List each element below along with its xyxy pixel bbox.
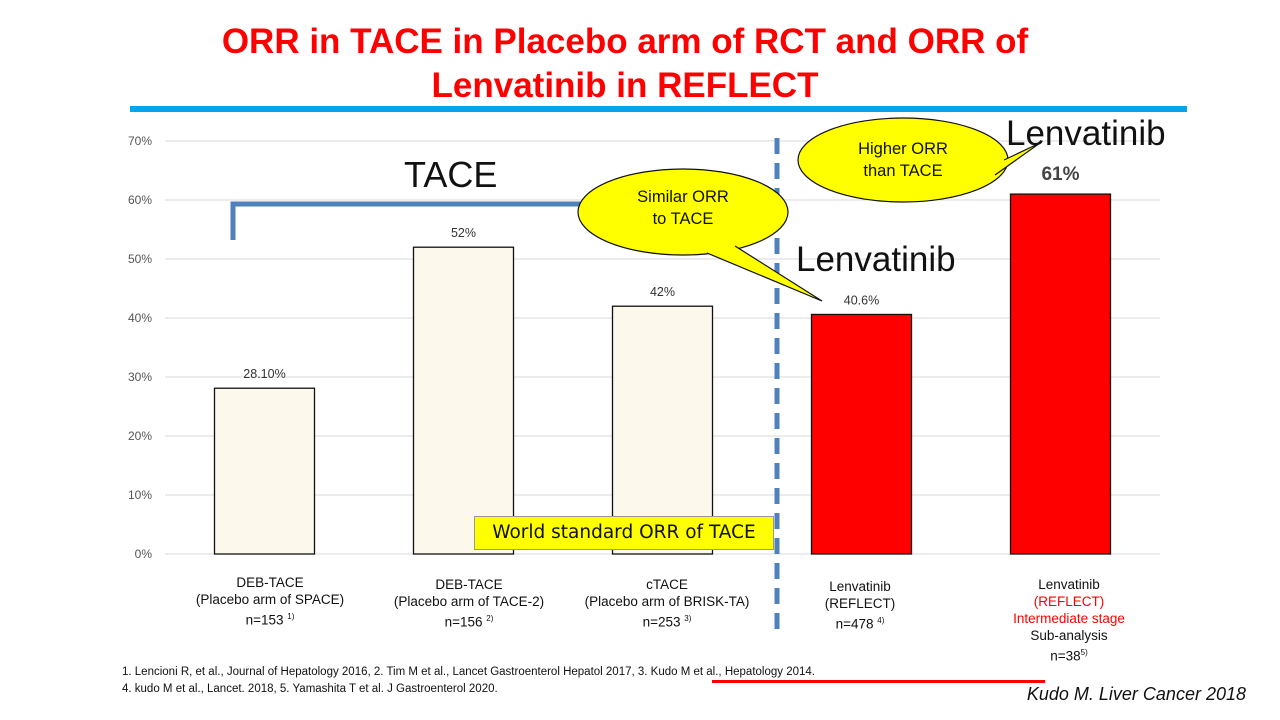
data-label: 61% bbox=[1041, 164, 1079, 185]
x-label-line: n=153 1) bbox=[170, 608, 370, 629]
x-label-ref: 3) bbox=[684, 614, 692, 623]
x-label-ref: 1) bbox=[287, 612, 295, 621]
data-label: 40.6% bbox=[844, 293, 879, 307]
y-tick-label: 0% bbox=[135, 547, 153, 561]
x-label-line: DEB-TACE bbox=[435, 577, 503, 592]
x-label-line: n=156 2) bbox=[369, 610, 569, 631]
x-label-deb-tace-tace2: DEB-TACE (Placebo arm of TACE-2) n=156 2… bbox=[369, 576, 569, 631]
x-label-ref: 4) bbox=[877, 616, 885, 625]
x-label-line: cTACE bbox=[646, 577, 688, 592]
y-tick-label: 30% bbox=[128, 370, 152, 384]
x-label-line: n=478 4) bbox=[760, 612, 960, 633]
title-line-2: Lenvatinib in REFLECT bbox=[431, 66, 819, 105]
callout-higher-tail bbox=[994, 142, 1041, 176]
data-labels: 28.10% 52% 42% 40.6% 61% bbox=[243, 164, 1079, 381]
y-tick-label: 70% bbox=[128, 134, 152, 148]
callout-similar-line-2: to TACE bbox=[652, 210, 714, 228]
x-label-line: Intermediate stage bbox=[1013, 611, 1125, 626]
reference-line-1: 1. Lencioni R, et al., Journal of Hepato… bbox=[122, 664, 815, 681]
tace-group-label: TACE bbox=[404, 154, 498, 195]
x-label-ref: 2) bbox=[486, 614, 494, 623]
y-tick-label: 60% bbox=[128, 193, 152, 207]
callout-similar-text: Similar ORR to TACE bbox=[600, 186, 766, 230]
x-label-n: n=156 bbox=[444, 614, 483, 630]
callout-higher-line-2: than TACE bbox=[863, 162, 943, 180]
x-label-line: Sub-analysis bbox=[1030, 628, 1108, 643]
y-tick-label: 50% bbox=[128, 252, 152, 266]
y-tick-label: 40% bbox=[128, 311, 152, 325]
reference-line-2: 4. kudo M et al., Lancet. 2018, 5. Yamas… bbox=[122, 683, 498, 695]
x-label-line: n=385) bbox=[969, 644, 1169, 665]
y-tick-label: 10% bbox=[128, 488, 152, 502]
x-label-lenvatinib-reflect: Lenvatinib (REFLECT) n=478 4) bbox=[760, 578, 960, 633]
x-label-line: Lenvatinib bbox=[1038, 577, 1100, 592]
callout-higher-line-1: Higher ORR bbox=[858, 140, 948, 158]
data-label: 52% bbox=[451, 226, 476, 240]
x-label-ref: 5) bbox=[1080, 648, 1088, 657]
tace-bracket bbox=[230, 201, 640, 240]
x-label-line: (Placebo arm of TACE-2) bbox=[393, 594, 545, 609]
bar bbox=[1009, 193, 1112, 555]
x-label-ctace-brisk: cTACE (Placebo arm of BRISK-TA) n=253 3) bbox=[567, 576, 767, 631]
y-axis-ticks: 0% 10% 20% 30% 40% 50% 60% 70% bbox=[128, 134, 152, 561]
source-citation: Kudo M. Liver Cancer 2018 bbox=[1026, 684, 1246, 704]
x-label-line: (REFLECT) bbox=[1033, 594, 1105, 609]
x-label-lenvatinib-intermediate: Lenvatinib (REFLECT) Intermediate stage … bbox=[969, 576, 1169, 665]
x-label-n: n=153 bbox=[245, 612, 284, 628]
x-label-deb-tace-space: DEB-TACE (Placebo arm of SPACE) n=153 1) bbox=[170, 574, 370, 629]
x-label-line: Lenvatinib bbox=[829, 579, 891, 594]
bar bbox=[412, 246, 515, 555]
x-label-n: n=38 bbox=[1050, 648, 1081, 664]
reference-text: 1. Lencioni R, et al., Journal of Hepato… bbox=[122, 666, 638, 678]
lenvatinib-label-2: Lenvatinib bbox=[1006, 114, 1166, 153]
y-tick-label: 20% bbox=[128, 429, 152, 443]
x-label-n: n=478 bbox=[835, 616, 874, 632]
bar bbox=[213, 387, 316, 555]
callout-higher-text: Higher ORR than TACE bbox=[820, 138, 986, 182]
reference-text-highlighted: 3. Kudo M et al., Hepatology 2014. bbox=[637, 666, 815, 678]
x-label-line: (REFLECT) bbox=[824, 596, 896, 611]
reference-underline bbox=[712, 680, 1045, 683]
callout-higher-tail-cover bbox=[992, 162, 1004, 173]
lenvatinib-label-1: Lenvatinib bbox=[796, 240, 956, 279]
x-label-line: DEB-TACE bbox=[236, 575, 304, 590]
callout-similar-ellipse bbox=[577, 168, 789, 256]
title-line-1: ORR in TACE in Placebo arm of RCT and OR… bbox=[221, 22, 1029, 61]
bar bbox=[611, 305, 714, 555]
x-label-line: (Placebo arm of SPACE) bbox=[195, 592, 345, 607]
data-label: 28.10% bbox=[243, 367, 285, 381]
callout-similar-tail bbox=[706, 245, 823, 302]
data-label: 42% bbox=[650, 285, 675, 299]
callout-similar-tail-cover bbox=[711, 242, 734, 253]
x-label-line: (Placebo arm of BRISK-TA) bbox=[584, 594, 750, 609]
callout-similar-line-1: Similar ORR bbox=[637, 188, 729, 206]
slide-title: ORR in TACE in Placebo arm of RCT and OR… bbox=[0, 20, 1250, 108]
bar bbox=[810, 313, 913, 555]
x-label-line: n=253 3) bbox=[567, 610, 767, 631]
references: 1. Lencioni R, et al., Journal of Hepato… bbox=[122, 664, 1045, 698]
bars bbox=[213, 193, 1112, 555]
world-standard-box: World standard ORR of TACE bbox=[474, 516, 774, 550]
x-label-n: n=253 bbox=[642, 614, 681, 630]
title-underline bbox=[130, 106, 1187, 112]
